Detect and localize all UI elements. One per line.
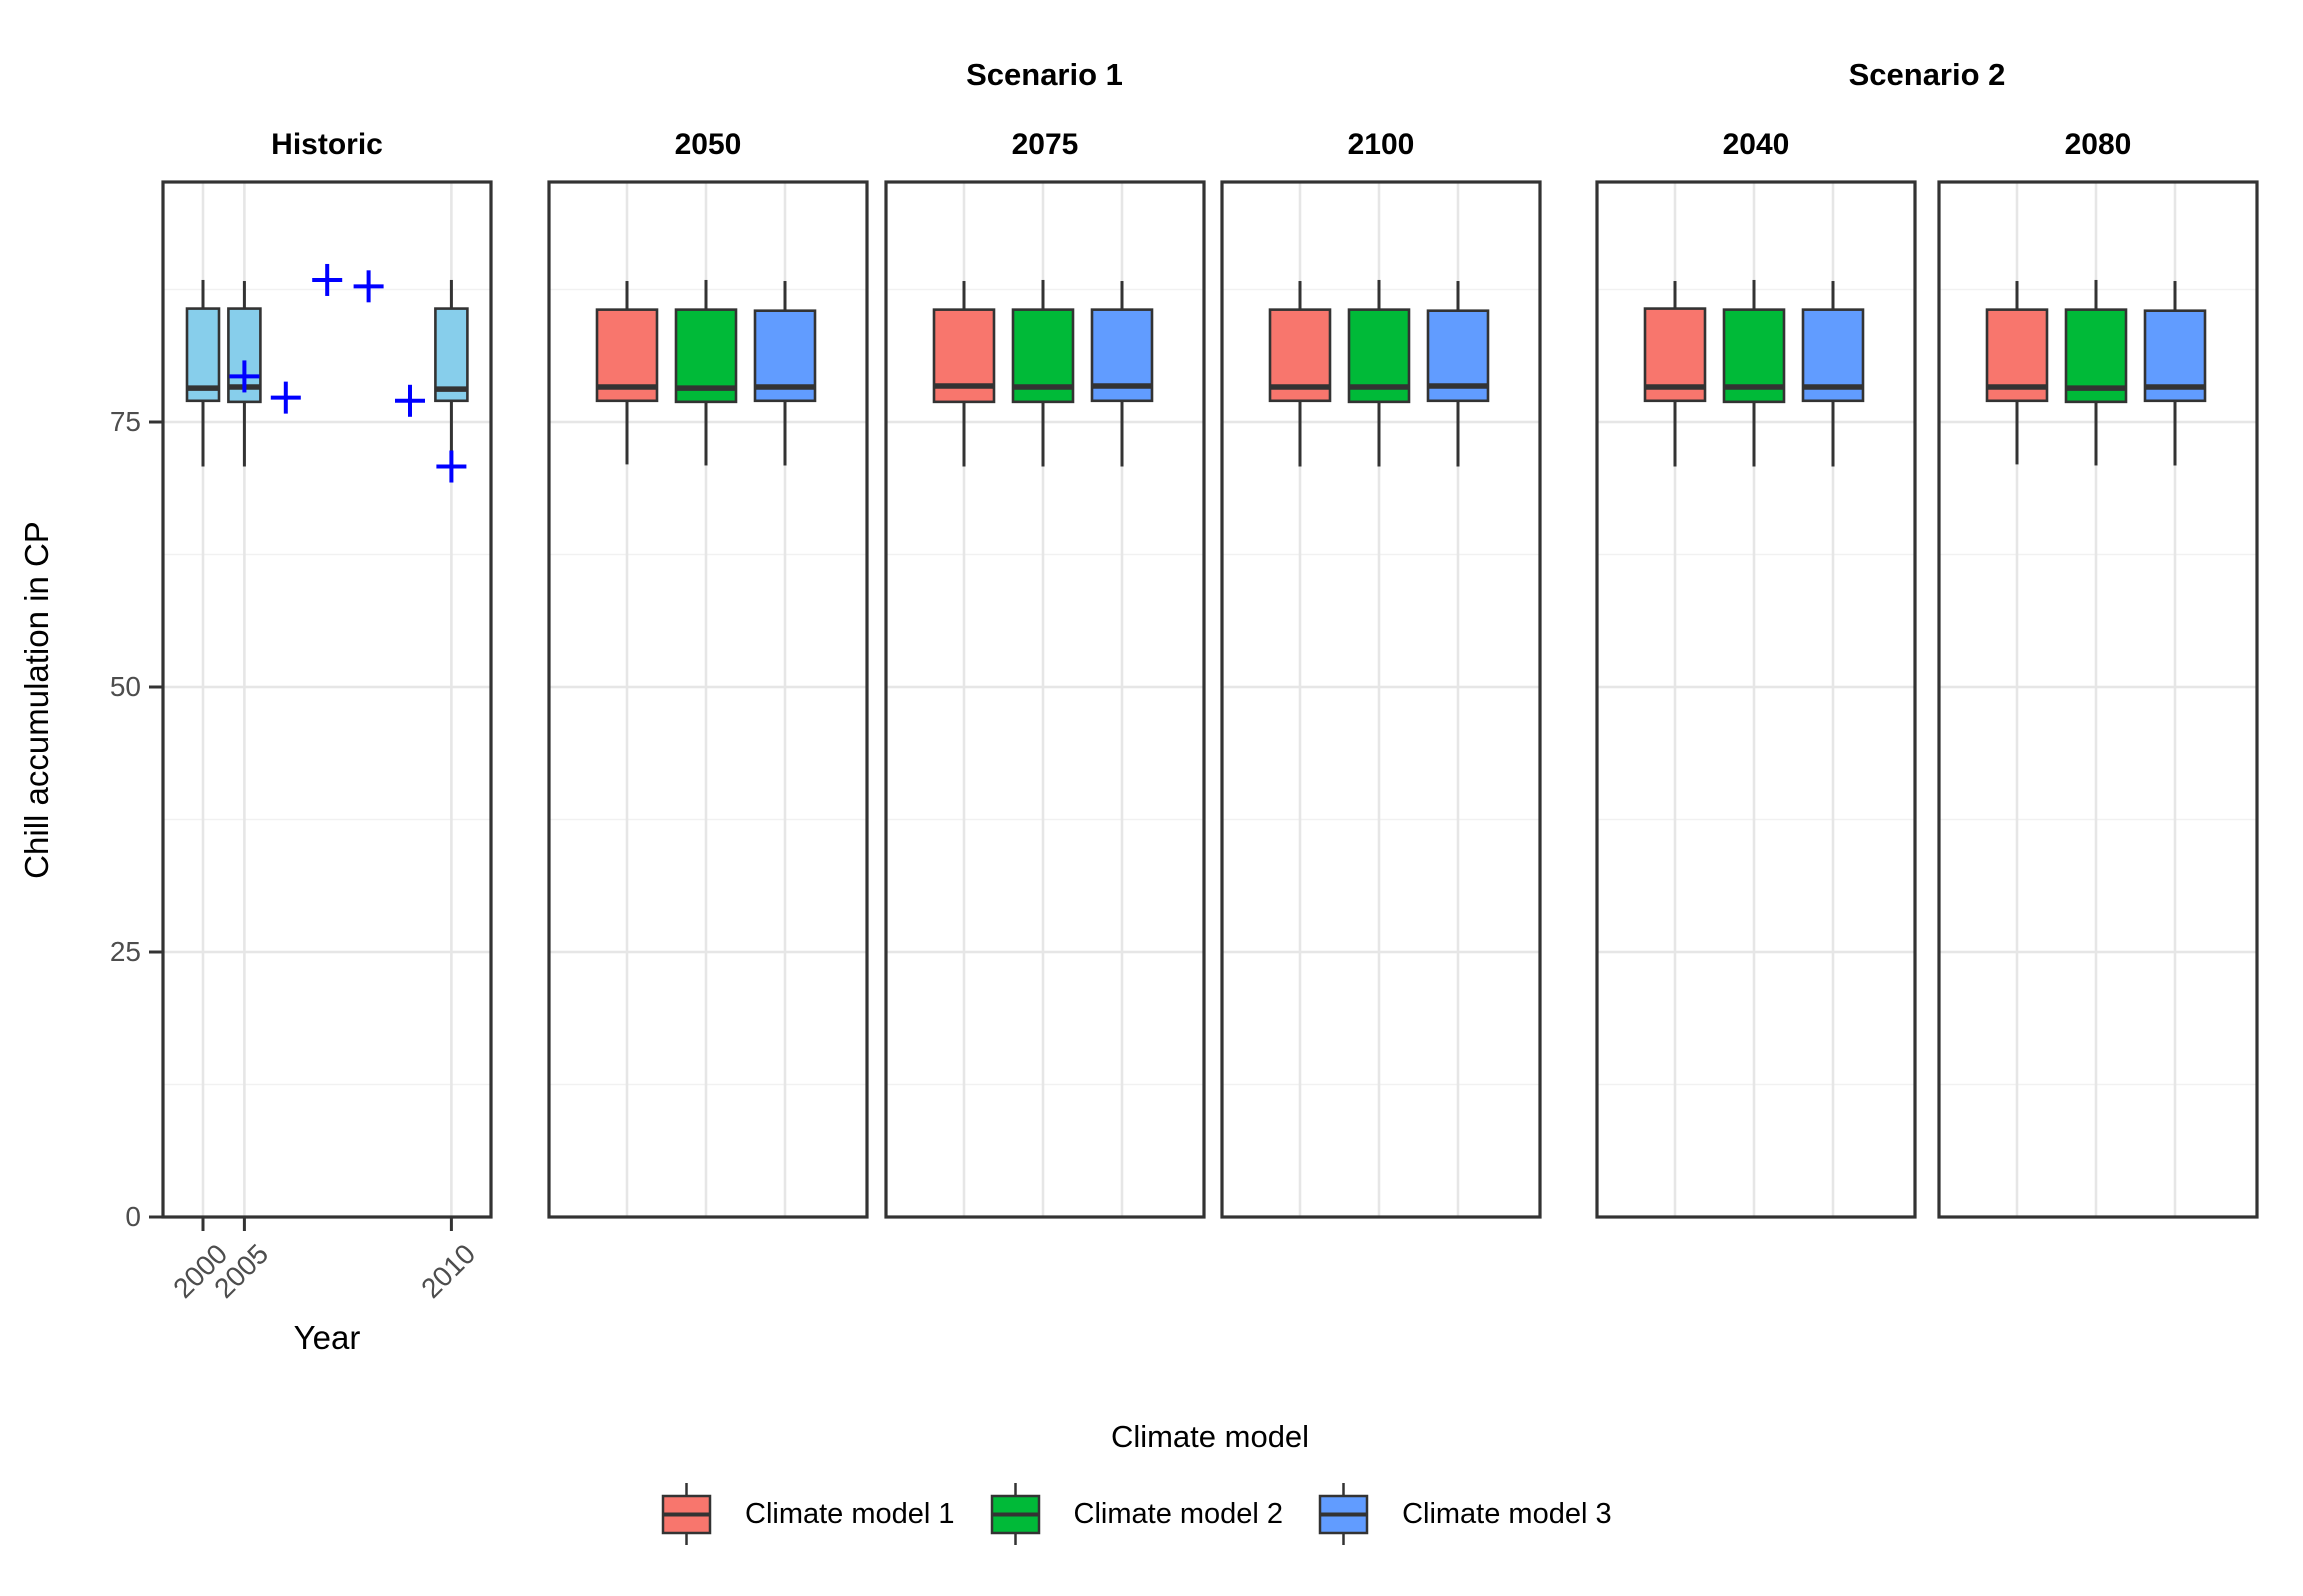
observed-point-cross bbox=[229, 360, 260, 393]
facet-title-2080: 2080 bbox=[2064, 128, 2132, 161]
panel-border bbox=[884, 180, 1206, 1219]
legend-label: Climate model 2 bbox=[1073, 1497, 1284, 1530]
boxplot-key-icon-red bbox=[661, 1483, 712, 1545]
panel-border bbox=[547, 180, 869, 1219]
y-axis-title: Chill accumulation in CP bbox=[18, 520, 55, 879]
observed-point-cross bbox=[395, 384, 425, 417]
boxplot-key-icon-green bbox=[990, 1483, 1040, 1545]
facet-panel-2075 bbox=[884, 180, 1206, 1219]
y-tick-label-50: 50 bbox=[109, 671, 141, 702]
boxplot bbox=[753, 281, 817, 466]
panel-border bbox=[1937, 180, 2259, 1219]
boxplot bbox=[434, 279, 469, 483]
facet-panel-2080 bbox=[1937, 180, 2259, 1219]
boxplot bbox=[932, 281, 996, 467]
facet-title-2075: 2075 bbox=[1011, 128, 1079, 161]
boxplot bbox=[1985, 281, 2049, 465]
boxplot bbox=[2064, 279, 2128, 466]
boxplot bbox=[2143, 281, 2207, 466]
boxplot-key-icon-blue bbox=[1318, 1483, 1369, 1545]
boxplot bbox=[1011, 279, 1075, 467]
facet-title-historic: Historic bbox=[271, 128, 383, 161]
boxplot bbox=[1268, 281, 1332, 467]
legend-label: Climate model 1 bbox=[745, 1497, 955, 1530]
panel-border bbox=[1220, 180, 1542, 1219]
legend-entry-model-3: Climate model 3 bbox=[1317, 1483, 1612, 1545]
boxplot bbox=[1801, 281, 1865, 467]
facet-group-header-scenario-1: Scenario 1 bbox=[966, 57, 1123, 92]
facet-title-2050: 2050 bbox=[674, 128, 742, 161]
panel-border bbox=[161, 180, 493, 1219]
facet-panel-2100 bbox=[1220, 180, 1542, 1219]
y-tick-label-0: 0 bbox=[125, 1201, 141, 1232]
x-axis-title: Year bbox=[293, 1319, 361, 1356]
boxplot bbox=[674, 279, 738, 466]
observed-point-cross bbox=[436, 450, 467, 483]
observed-point-cross bbox=[312, 263, 343, 296]
boxplot bbox=[1643, 281, 1707, 467]
legend-entry-model-2: Climate model 2 bbox=[989, 1483, 1284, 1545]
facet-panel-2050 bbox=[547, 180, 869, 1219]
legend-entry-model-1: Climate model 1 bbox=[660, 1483, 955, 1545]
facet-group-header-scenario-2: Scenario 2 bbox=[1848, 57, 2006, 92]
box bbox=[434, 307, 469, 403]
facet-panel-Historic bbox=[161, 180, 493, 1219]
facet-title-2100: 2100 bbox=[1347, 128, 1415, 161]
panel-border bbox=[1595, 180, 1917, 1219]
facet-title-2040: 2040 bbox=[1722, 128, 1790, 161]
legend: Climate model 1 Climate model 2 Climate … bbox=[660, 1483, 1612, 1545]
boxplot bbox=[1426, 281, 1490, 467]
legend-label: Climate model 3 bbox=[1402, 1497, 1612, 1530]
observed-point-cross bbox=[353, 270, 384, 303]
boxplot bbox=[1090, 281, 1154, 467]
boxplot bbox=[1722, 279, 1786, 467]
boxplot bbox=[1347, 279, 1411, 467]
observed-point-cross bbox=[270, 381, 301, 414]
y-tick-label-25: 25 bbox=[109, 936, 141, 967]
y-tick-label-75: 75 bbox=[109, 406, 141, 437]
legend-title: Climate model bbox=[1110, 1419, 1310, 1454]
boxplot bbox=[185, 279, 221, 467]
facet-panel-2040 bbox=[1595, 180, 1917, 1219]
boxplot bbox=[595, 281, 659, 465]
